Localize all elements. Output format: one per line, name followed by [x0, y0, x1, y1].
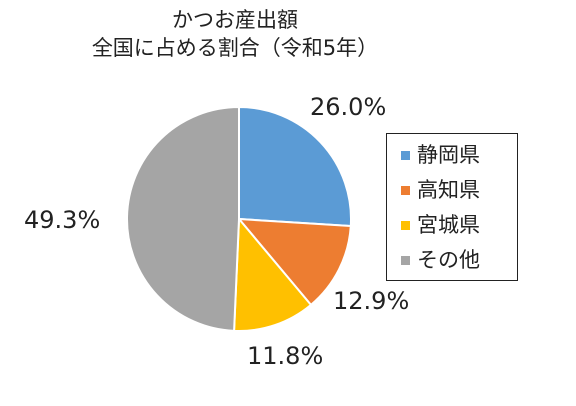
pie-slice-miyagi: [233, 216, 313, 332]
legend-item-miyagi: 宮城県: [401, 211, 480, 239]
data-label-shizuoka: 26.0%: [310, 93, 387, 121]
legend: 静岡県 高知県 宮城県 その他: [386, 133, 518, 281]
legend-item-kochi: 高知県: [401, 176, 480, 204]
legend-swatch-kochi: [401, 185, 410, 195]
pie-slice-shizuoka: [238, 105, 352, 228]
legend-item-other: その他: [401, 246, 480, 274]
legend-label-miyagi: 宮城県: [417, 213, 480, 237]
pie-slice-other: [126, 105, 240, 332]
legend-label-kochi: 高知県: [417, 178, 480, 202]
chart-title-line-2: 全国に占める割合（令和5年）: [91, 36, 379, 60]
legend-swatch-shizuoka: [401, 150, 410, 160]
data-label-other: 49.3%: [24, 206, 101, 234]
data-label-miyagi: 11.8%: [247, 342, 324, 370]
data-label-kochi: 12.9%: [333, 287, 410, 315]
legend-label-shizuoka: 静岡県: [417, 143, 480, 167]
chart-title-line-1: かつお産出額: [172, 8, 298, 32]
pie-slice-kochi: [236, 217, 352, 307]
legend-item-shizuoka: 静岡県: [401, 141, 480, 169]
legend-swatch-miyagi: [401, 220, 410, 230]
legend-label-other: その他: [417, 248, 480, 272]
legend-swatch-other: [401, 255, 410, 265]
